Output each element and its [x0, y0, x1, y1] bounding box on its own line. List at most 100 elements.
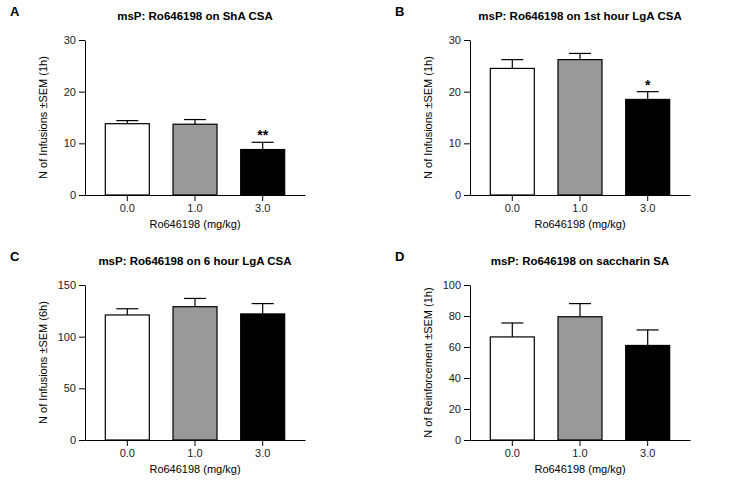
y-axis-line [470, 286, 471, 441]
x-tick-mark [262, 440, 263, 446]
x-tick-mark [195, 195, 196, 201]
y-tick-label: 20 [449, 403, 461, 415]
annotation: ** [257, 127, 268, 143]
plot: 0204060801000.01.03.0Ro646198 (mg/kg)N o… [422, 279, 691, 475]
y-tick-mark [464, 285, 470, 286]
error-stem [647, 92, 648, 100]
y-tick-label: 50 [64, 382, 76, 394]
x-tick-label: 0.0 [505, 447, 520, 459]
x-tick: 1.0 [187, 195, 202, 214]
y-tick: 0 [70, 434, 85, 446]
x-tick-label: 0.0 [120, 447, 135, 459]
title: msP: Ro646198 on 1st hour LgA CSA [478, 10, 681, 22]
y-tick: 30 [64, 34, 85, 46]
y-tick: 40 [449, 372, 470, 384]
y-axis-title: N of Infusions ±SEM (1h) [422, 56, 434, 179]
error-bar [116, 309, 138, 315]
error-stem [512, 60, 513, 69]
x-tick-label: 1.0 [572, 447, 587, 459]
error-stem [194, 120, 195, 125]
x-tick-mark [647, 440, 648, 446]
x-tick: 1.0 [187, 440, 202, 459]
error-stem [579, 53, 580, 59]
x-tick-label: 3.0 [255, 202, 270, 214]
bar [173, 307, 217, 440]
error-cap [252, 303, 274, 304]
x-tick-mark [127, 440, 128, 446]
error-stem [127, 309, 128, 315]
x-tick-label: 1.0 [187, 202, 202, 214]
y-tick-label: 0 [70, 189, 76, 201]
y-axis: 020406080100 [443, 279, 471, 446]
y-tick: 10 [64, 137, 85, 149]
x-tick-mark [647, 195, 648, 201]
bar [105, 315, 149, 440]
error-bar [637, 330, 659, 346]
error-bar [637, 92, 659, 100]
title: msP: Ro646198 on 6 hour LgA CSA [98, 255, 291, 267]
y-tick-label: 10 [449, 137, 461, 149]
y-tick-label: 30 [449, 34, 461, 46]
y-tick-mark [464, 409, 470, 410]
y-tick-label: 10 [64, 137, 76, 149]
y-tick-mark [464, 316, 470, 317]
x-tick-mark [512, 195, 513, 201]
y-axis-line [85, 286, 86, 441]
error-bar [252, 142, 274, 149]
y-tick-label: 40 [449, 372, 461, 384]
error-bar [184, 298, 206, 306]
y-axis: 0 50 100 150 [58, 279, 86, 446]
x-axis: 0.0 1.0 3.0 [86, 440, 306, 459]
panel: DmsP: Ro646198 on saccharin SA0204060801… [395, 249, 691, 475]
y-tick-label: 80 [449, 310, 461, 322]
y-axis-title: N of Infusions ±SEM (1h) [37, 56, 49, 179]
x-tick-label: 0.0 [120, 202, 135, 214]
error-bar [116, 121, 138, 124]
x-tick: 3.0 [255, 195, 270, 214]
marks [105, 120, 284, 195]
x-tick-mark [580, 195, 581, 201]
x-axis: 0.0 1.0 3.0 [86, 195, 306, 214]
x-tick: 0.0 [120, 195, 135, 214]
y-tick: 30 [449, 34, 470, 46]
error-bar [501, 323, 523, 337]
error-stem [647, 330, 648, 346]
x-axis-title: Ro646198 (mg/kg) [534, 218, 625, 230]
x-tick-label: 1.0 [187, 447, 202, 459]
y-tick: 60 [449, 341, 470, 353]
y-tick: 100 [58, 331, 85, 343]
error-stem [512, 323, 513, 337]
y-tick-label: 20 [64, 86, 76, 98]
x-axis: 0.0 1.0 3.0 [471, 440, 691, 459]
y-tick: 0 [455, 189, 470, 201]
y-tick-label: 0 [455, 434, 461, 446]
x-tick: 3.0 [640, 195, 655, 214]
x-axis: 0.0 1.0 3.0 [471, 195, 691, 214]
y-tick-mark [79, 92, 85, 93]
x-tick-label: 3.0 [255, 447, 270, 459]
y-tick-mark [464, 195, 470, 196]
plot: 0501001500.01.03.0Ro646198 (mg/kg)N of I… [37, 279, 306, 475]
y-tick-label: 60 [449, 341, 461, 353]
y-tick-mark [464, 143, 470, 144]
y-tick-mark [464, 40, 470, 41]
y-axis-line [470, 41, 471, 196]
y-tick-label: 0 [455, 189, 461, 201]
y-tick-label: 150 [58, 279, 76, 291]
panel-label: A [10, 4, 20, 19]
error-bar [501, 60, 523, 69]
y-tick-mark [79, 40, 85, 41]
y-tick-mark [79, 143, 85, 144]
x-tick-label: 0.0 [505, 202, 520, 214]
bar [241, 314, 285, 440]
x-tick: 1.0 [572, 195, 587, 214]
plot: **01020300.01.03.0Ro646198 (mg/kg)N of I… [37, 34, 306, 230]
bar [173, 124, 217, 195]
bar [241, 150, 285, 195]
bar [626, 345, 670, 440]
y-tick-mark [79, 388, 85, 389]
error-cap [501, 322, 523, 323]
x-tick-label: 3.0 [640, 447, 655, 459]
marks [490, 304, 669, 440]
y-tick-mark [79, 337, 85, 338]
